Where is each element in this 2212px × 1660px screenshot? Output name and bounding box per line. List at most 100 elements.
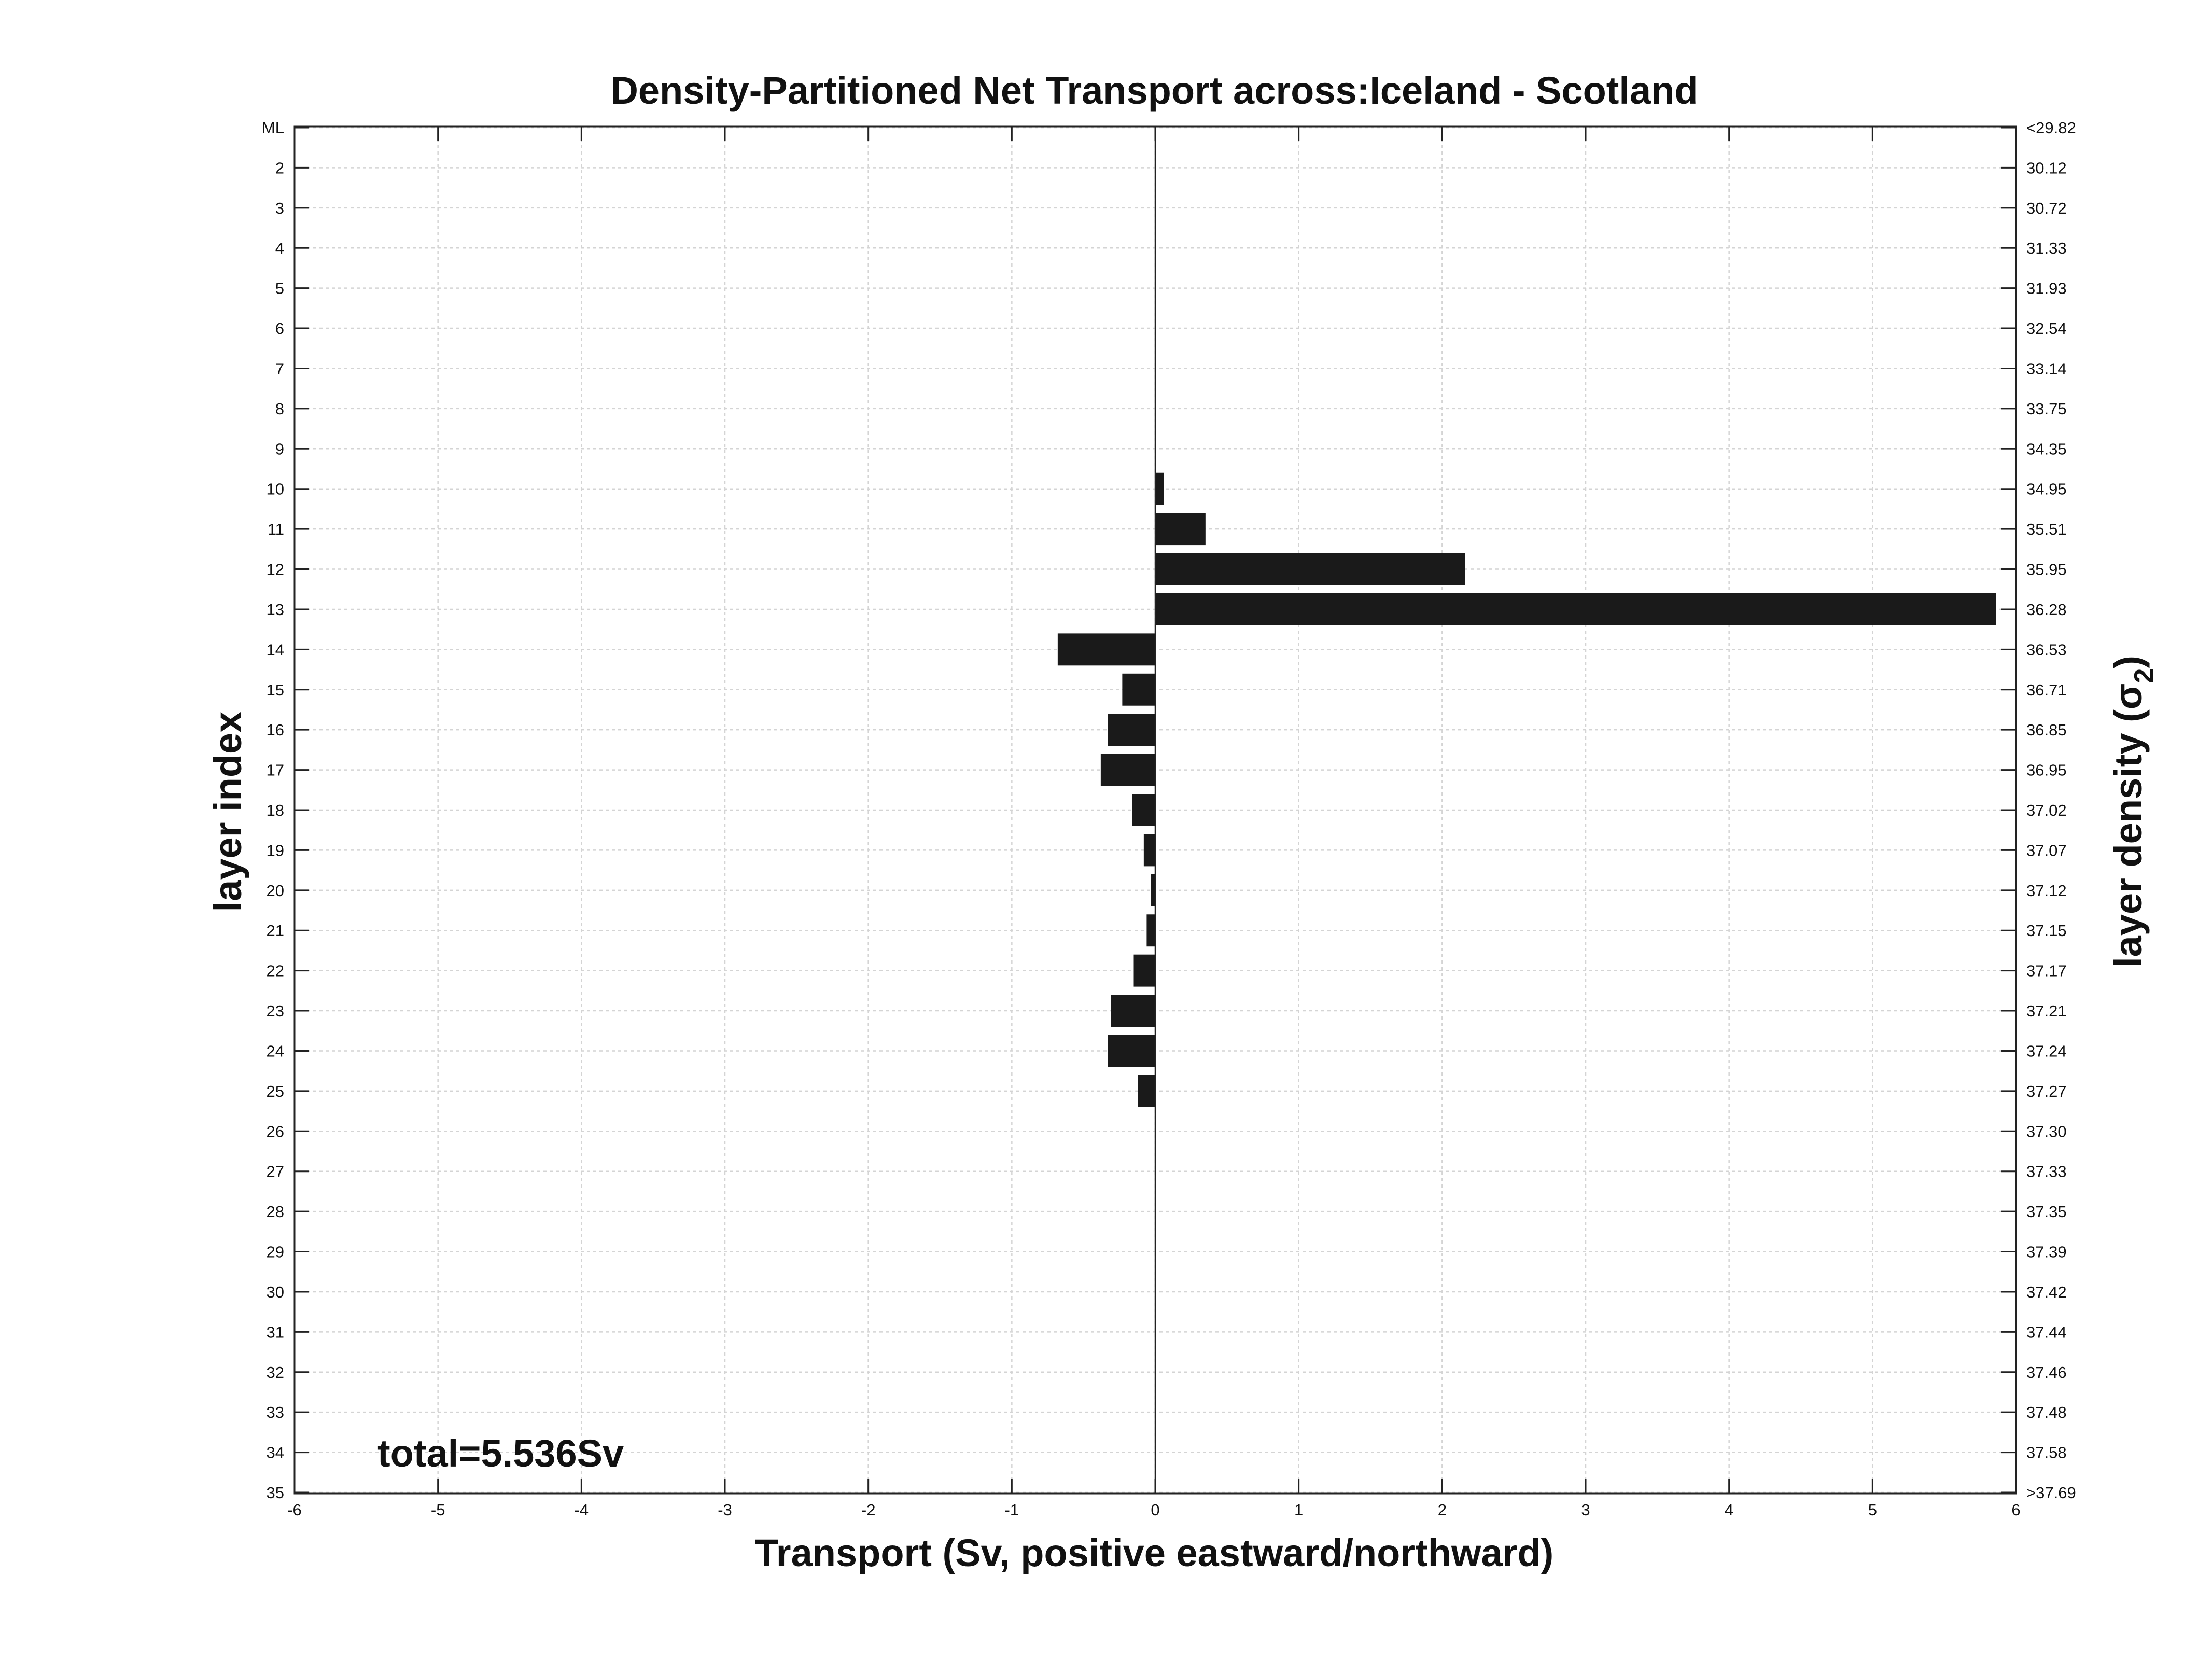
layer-index-label: 30 [267,1283,284,1301]
bar-layer-22 [1133,954,1155,987]
layer-index-label: 13 [267,601,284,619]
bar-layer-24 [1108,1035,1155,1067]
layer-density-label: 37.17 [2026,962,2067,980]
x-tick-label: 2 [1438,1501,1447,1519]
layer-density-label: 32.54 [2026,319,2067,338]
layer-index-label: 31 [267,1323,284,1341]
layer-density-label: <29.82 [2026,119,2076,137]
bar-layer-16 [1108,714,1155,746]
layer-density-label: 31.33 [2026,239,2067,257]
bar-layer-10 [1155,472,1164,505]
layer-index-label: 33 [267,1403,284,1421]
layer-density-label: 37.02 [2026,801,2067,819]
layer-index-label: 18 [267,801,284,819]
layer-density-label: 37.21 [2026,1002,2067,1020]
x-tick-label: -3 [718,1501,732,1519]
layer-index-label: 26 [267,1122,284,1140]
layer-index-label: 16 [267,721,284,739]
layer-density-label: 31.93 [2026,280,2067,298]
layer-density-label: 35.51 [2026,520,2067,538]
layer-density-label: 37.48 [2026,1403,2067,1421]
bar-layer-18 [1132,794,1155,826]
right-label-close: ) [2107,655,2150,668]
layer-index-label: 9 [275,440,284,458]
layer-density-label: 34.95 [2026,480,2067,498]
x-tick-label: -4 [575,1501,589,1519]
layer-index-label: 23 [267,1002,284,1020]
x-tick-label: -5 [431,1501,445,1519]
layer-index-label: ML [262,119,284,137]
layer-density-label: 36.95 [2026,761,2067,779]
layer-density-label: 37.15 [2026,922,2067,940]
layer-index-label: 4 [275,239,284,257]
layer-density-label: 37.39 [2026,1243,2067,1261]
layer-index-label: 17 [267,761,284,779]
x-tick-label: 6 [2011,1501,2020,1519]
right-label-main: layer density (σ [2107,683,2150,968]
layer-density-label: 30.72 [2026,199,2067,217]
layer-index-label: 8 [275,400,284,418]
layer-index-label: 19 [267,841,284,859]
bar-layer-19 [1143,834,1155,867]
layer-index-label: 10 [267,480,284,498]
layer-index-label: 12 [267,561,284,579]
layer-index-label: 7 [275,359,284,378]
layer-density-label: 37.35 [2026,1203,2067,1221]
layer-index-label: 2 [275,159,284,177]
layer-index-label: 6 [275,319,284,338]
layer-density-label: 37.12 [2026,882,2067,900]
bar-layer-25 [1138,1075,1155,1107]
layer-density-label: 37.42 [2026,1283,2067,1301]
layer-density-label: 37.27 [2026,1082,2067,1100]
layer-density-label: 36.53 [2026,640,2067,659]
layer-density-label: 33.75 [2026,400,2067,418]
axis-layer: -6 -5 -4 -3 -2 -1 0 1 2 3 4 5 6ML <29.822 30.123 30.724… [262,119,2076,1519]
x-tick-label: -2 [861,1501,876,1519]
bar-layer-13 [1155,593,1996,625]
layer-density-label: 33.14 [2026,359,2067,378]
layer-index-label: 29 [267,1243,284,1261]
layer-density-label: 36.71 [2026,681,2067,699]
layer-index-label: 21 [267,922,284,940]
x-tick-label: -6 [287,1501,302,1519]
layer-density-label: 37.46 [2026,1363,2067,1382]
layer-density-label: 37.30 [2026,1122,2067,1140]
layer-index-label: 35 [267,1484,284,1502]
y-axis-title-right: layer density (σ2) [2107,655,2159,968]
x-tick-label: 0 [1151,1501,1159,1519]
layer-density-label: 35.95 [2026,561,2067,579]
y-axis-title-left: layer index [206,712,249,912]
bar-layer-11 [1155,513,1206,546]
x-tick-label: 3 [1581,1501,1590,1519]
layer-density-label: 37.07 [2026,841,2067,859]
layer-index-label: 25 [267,1082,284,1100]
x-axis-title: Transport (Sv, positive eastward/northwa… [755,1531,1554,1574]
bar-layer-17 [1100,754,1155,786]
x-tick-label: 4 [1725,1501,1733,1519]
total-annotation: total=5.536Sv [377,1432,624,1475]
bar-layer-14 [1057,633,1155,666]
right-label-subscript: 2 [2129,668,2159,683]
x-tick-label: 1 [1294,1501,1303,1519]
layer-index-label: 22 [267,962,284,980]
layer-index-label: 5 [275,280,284,298]
layer-index-label: 24 [267,1042,284,1060]
bar-layer-21 [1146,914,1155,947]
layer-index-label: 14 [267,640,284,659]
bar-layer-20 [1151,874,1155,906]
chart-title: Density-Partitioned Net Transport across… [610,69,1698,112]
layer-index-label: 27 [267,1163,284,1181]
layer-density-label: 37.58 [2026,1444,2067,1462]
layer-index-label: 32 [267,1363,284,1382]
layer-index-label: 11 [268,520,284,538]
layer-density-label: 37.44 [2026,1323,2067,1341]
bar-layer-15 [1122,673,1155,706]
layer-index-label: 3 [275,199,284,217]
layer-density-label: 30.12 [2026,159,2067,177]
layer-density-label: 36.28 [2026,601,2067,619]
layer-index-label: 34 [267,1444,284,1462]
layer-index-label: 20 [267,882,284,900]
